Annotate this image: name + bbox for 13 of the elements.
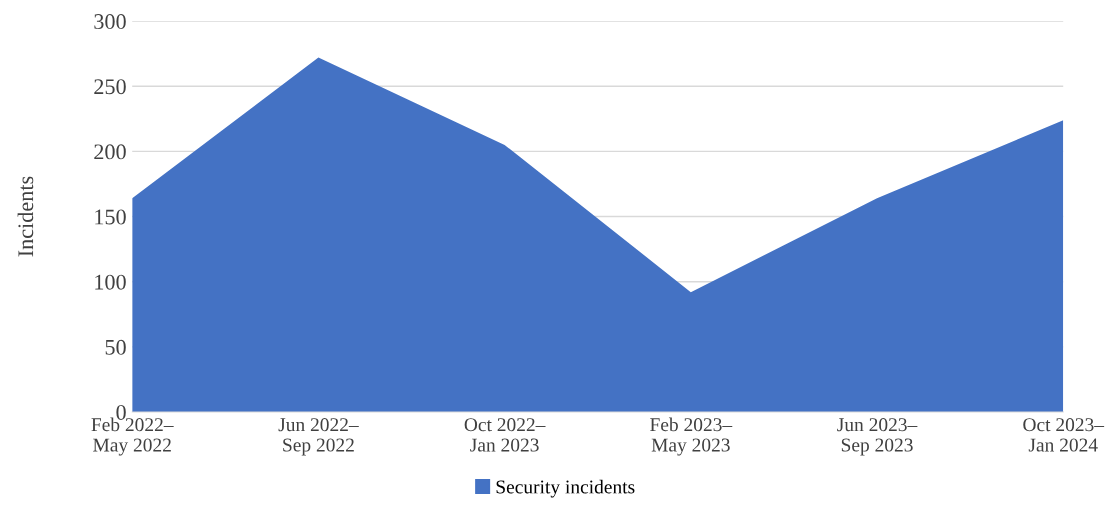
y-tick-label: 50 [105,339,126,355]
x-tick-label: Oct 2023– Jan 2024 [1023,418,1105,452]
legend-label: Security incidents [496,479,635,498]
x-tick-label: Jun 2022– Sep 2022 [278,418,359,456]
y-tick-label: 300 [94,14,126,30]
y-tick-label: 200 [94,144,126,160]
x-tick-label: Oct 2022– Jan 2023 [464,418,546,452]
y-tick-label: 100 [95,274,126,290]
y-axis-title: Incidents [17,176,34,257]
x-tick-label: Jun 2023– Sep 2023 [837,418,918,456]
y-tick-label: 150 [95,209,126,225]
y-tick-label: 250 [94,79,126,95]
x-tick-label: Feb 2023– May 2023 [650,417,733,456]
